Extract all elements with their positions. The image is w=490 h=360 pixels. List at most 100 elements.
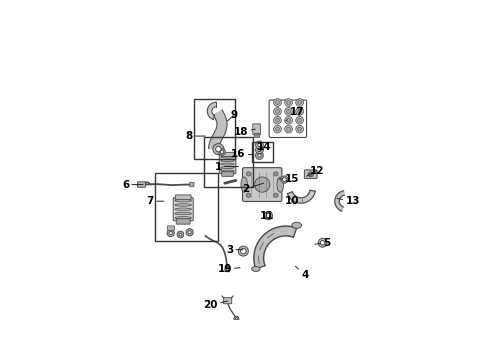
Circle shape [258,154,261,157]
Circle shape [287,127,291,131]
Text: 2: 2 [243,183,264,194]
Circle shape [285,108,293,115]
Circle shape [225,266,230,272]
Text: 13: 13 [337,196,360,206]
Ellipse shape [175,208,192,211]
FancyBboxPatch shape [219,154,236,174]
Ellipse shape [241,177,247,192]
Circle shape [282,177,286,181]
Ellipse shape [175,199,192,202]
FancyBboxPatch shape [175,195,191,200]
Ellipse shape [221,167,234,168]
Circle shape [219,149,225,155]
Circle shape [298,100,301,104]
Bar [155,174,218,242]
Text: 15: 15 [279,174,299,184]
Ellipse shape [252,266,260,271]
Circle shape [273,108,281,115]
Text: 5: 5 [315,238,330,248]
Circle shape [273,116,281,124]
Circle shape [275,127,279,131]
FancyBboxPatch shape [176,219,190,224]
Circle shape [287,118,291,122]
Circle shape [256,146,263,154]
Circle shape [238,246,248,256]
Ellipse shape [221,159,234,162]
FancyBboxPatch shape [190,183,194,187]
Circle shape [285,99,293,107]
Ellipse shape [221,170,234,172]
Circle shape [256,152,263,159]
Circle shape [296,99,303,107]
Text: 17: 17 [286,108,305,121]
Ellipse shape [292,222,301,228]
Circle shape [234,316,239,321]
Circle shape [167,229,174,237]
Text: 4: 4 [295,266,308,280]
Circle shape [258,143,261,147]
Circle shape [255,177,270,192]
Text: 14: 14 [257,142,271,152]
Text: 19: 19 [218,264,240,274]
Circle shape [296,125,303,133]
Circle shape [273,125,281,133]
FancyBboxPatch shape [254,133,259,137]
Circle shape [318,238,327,247]
Circle shape [274,172,278,176]
FancyBboxPatch shape [221,152,234,157]
Circle shape [258,148,261,152]
Circle shape [169,231,172,235]
Circle shape [179,233,182,236]
Text: 6: 6 [122,180,143,190]
Circle shape [296,108,303,115]
Circle shape [275,118,279,122]
Circle shape [235,318,238,320]
Circle shape [213,144,224,155]
FancyBboxPatch shape [253,124,261,135]
FancyBboxPatch shape [168,226,174,230]
FancyBboxPatch shape [138,182,146,187]
Text: 11: 11 [259,211,274,221]
Ellipse shape [221,163,234,165]
Bar [195,99,235,159]
Ellipse shape [175,204,192,206]
Circle shape [226,268,229,270]
Circle shape [298,118,301,122]
Text: 20: 20 [203,300,227,310]
Text: 7: 7 [147,196,164,206]
Ellipse shape [221,156,234,158]
FancyBboxPatch shape [243,168,282,202]
Polygon shape [288,190,315,203]
Circle shape [186,229,193,236]
Circle shape [220,150,223,153]
Circle shape [264,211,272,220]
Circle shape [246,172,251,176]
Circle shape [177,231,184,238]
Text: 8: 8 [186,131,205,141]
FancyBboxPatch shape [173,198,193,221]
Circle shape [308,172,313,177]
Ellipse shape [175,217,192,219]
Bar [204,138,253,187]
FancyBboxPatch shape [222,172,233,176]
Circle shape [241,248,246,254]
Text: 1: 1 [215,162,239,172]
Text: 16: 16 [231,149,252,159]
Circle shape [216,146,221,152]
Circle shape [296,116,303,124]
Circle shape [320,240,325,245]
Text: 18: 18 [234,127,255,137]
Circle shape [275,100,279,104]
Circle shape [273,99,281,107]
Circle shape [281,176,288,183]
Circle shape [188,231,191,234]
Bar [252,141,273,162]
Ellipse shape [175,212,192,215]
Text: 10: 10 [284,196,299,206]
Circle shape [256,141,263,149]
Polygon shape [335,191,344,211]
Circle shape [287,100,291,104]
Text: 3: 3 [226,245,243,255]
Circle shape [310,173,312,175]
Polygon shape [207,102,216,120]
